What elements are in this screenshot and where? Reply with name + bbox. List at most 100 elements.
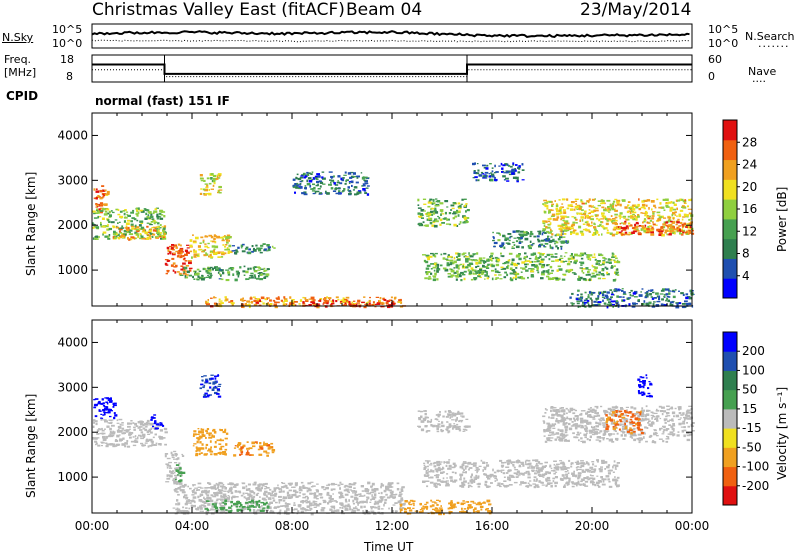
power-echo-cell — [210, 297, 213, 299]
power-panel-frame — [91, 112, 693, 307]
velocity-echo-cell — [318, 502, 322, 505]
power-echo-cell — [294, 184, 299, 187]
velocity-echo-cell — [392, 497, 395, 499]
velocity-echo-cell — [391, 490, 394, 494]
power-echo-cell — [363, 305, 367, 309]
velocity-echo-cell — [220, 485, 224, 488]
power-echo-cell — [133, 218, 137, 221]
power-echo-cell — [595, 273, 599, 276]
power-echo-cell — [570, 227, 574, 230]
power-echo-cell — [616, 289, 620, 292]
power-echo-cell — [248, 305, 251, 309]
power-echo-cell — [646, 199, 651, 202]
velocity-echo-cell — [236, 445, 239, 448]
power-echo-cell — [156, 217, 160, 220]
power-echo-cell — [579, 230, 584, 233]
power-echo-cell — [213, 296, 216, 299]
power-echo-cell — [215, 177, 219, 180]
velocity-echo-cell — [286, 487, 289, 489]
power-echo-cell — [570, 201, 575, 204]
power-echo-cell — [546, 207, 549, 210]
power-echo-cell — [431, 207, 433, 210]
power-echo-cell — [587, 269, 591, 271]
power-echo-cell — [590, 224, 593, 227]
power-echo-cell — [481, 259, 485, 262]
velocity-echo-cell — [264, 482, 268, 485]
power-echo-cell — [123, 212, 126, 216]
velocity-echo-cell — [257, 484, 259, 487]
velocity-echo-cell — [200, 504, 205, 507]
velocity-echo-cell — [372, 506, 375, 509]
power-echo-cell — [595, 270, 598, 273]
power-echo-cell — [197, 255, 200, 258]
power-echo-cell — [627, 226, 629, 230]
velocity-echo-cell — [446, 426, 450, 429]
power-echo-cell — [575, 203, 577, 205]
power-echo-cell — [344, 171, 347, 174]
power-echo-cell — [679, 232, 681, 235]
power-echo-cell — [171, 246, 174, 250]
power-echo-cell — [476, 252, 479, 255]
velocity-echo-cell — [541, 473, 546, 477]
power-echo-cell — [478, 174, 482, 177]
power-echo-cell — [249, 275, 254, 277]
power-echo-cell — [548, 209, 552, 212]
velocity-echo-cell — [195, 433, 200, 435]
power-echo-cell — [603, 227, 606, 230]
velocity-echo-cell — [377, 500, 380, 504]
power-echo-cell — [204, 249, 207, 251]
power-echo-cell — [573, 261, 577, 264]
velocity-echo-cell — [387, 482, 391, 485]
power-echo-cell — [638, 294, 643, 297]
velocity-echo-cell — [116, 419, 119, 422]
velocity-echo-cell — [219, 498, 224, 501]
power-echo-cell — [108, 220, 111, 223]
power-echo-cell — [216, 174, 219, 177]
power-echo-cell — [662, 223, 666, 226]
power-echo-cell — [669, 209, 673, 212]
power-echo-cell — [509, 235, 513, 238]
power-echo-cell — [512, 230, 516, 233]
power-echo-cell — [162, 229, 164, 232]
power-echo-cell — [592, 266, 596, 268]
power-echo-cell — [506, 180, 510, 182]
power-echo-cell — [616, 268, 619, 271]
power-echo-cell — [162, 237, 167, 240]
power-echo-cell — [222, 235, 226, 238]
velocity-echo-cell — [463, 469, 465, 471]
velocity-echo-cell — [445, 464, 448, 467]
velocity-echo-cell — [570, 465, 573, 468]
power-echo-cell — [432, 253, 435, 257]
power-echo-cell — [255, 277, 260, 280]
power-echo-cell — [491, 170, 494, 173]
power-echo-cell — [202, 188, 206, 191]
power-echo-cell — [602, 268, 605, 272]
power-echo-cell — [567, 258, 570, 261]
power-echo-cell — [576, 294, 579, 296]
velocity-echo-cell — [177, 493, 180, 496]
velocity-echo-cell — [496, 478, 498, 482]
power-echo-cell — [524, 263, 528, 266]
velocity-echo-cell — [164, 454, 167, 458]
velocity-echo-cell — [197, 486, 202, 488]
velocity-echo-cell — [215, 375, 219, 377]
power-echo-cell — [653, 301, 656, 303]
power-echo-cell — [478, 257, 483, 261]
power-echo-cell — [497, 239, 501, 242]
velocity-echo-cell — [109, 433, 112, 436]
velocity-echo-cell — [429, 505, 433, 508]
velocity-echo-cell — [261, 497, 266, 500]
power-echo-cell — [236, 272, 240, 276]
power-echo-cell — [533, 265, 536, 267]
power-echo-cell — [149, 224, 153, 226]
power-echo-cell — [265, 250, 269, 252]
velocity-echo-cell — [349, 508, 352, 511]
velocity-echo-cell — [568, 459, 571, 462]
velocity-echo-cell — [300, 488, 302, 490]
power-echo-cell — [610, 300, 615, 303]
velocity-echo-cell — [246, 447, 250, 450]
power-echo-cell — [447, 255, 450, 258]
velocity-echo-cell — [402, 507, 405, 509]
power-echo-cell — [545, 238, 548, 240]
power-echo-cell — [361, 176, 365, 180]
